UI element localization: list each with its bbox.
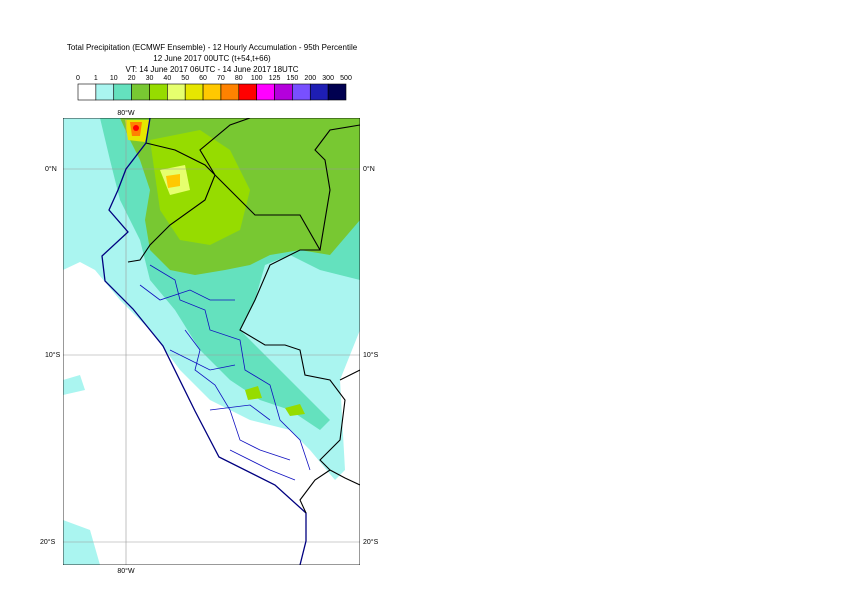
lat-label: 20°S — [363, 538, 379, 546]
legend-label: 0 — [76, 75, 80, 82]
legend-swatch — [149, 83, 168, 101]
lat-label: 20°S — [40, 538, 56, 546]
legend-swatch — [220, 83, 240, 101]
lat-label: 10°S — [45, 351, 61, 359]
legend-swatch — [113, 83, 132, 101]
legend-swatch — [202, 83, 222, 101]
legend-label: 500 — [340, 75, 352, 82]
legend-label: 100 — [251, 75, 263, 82]
legend-label: 20 — [128, 75, 136, 82]
legend: 0 1 10 20 30 40 50 60 70 80 100 125 150 200 300 500 — [76, 75, 352, 101]
legend-swatch — [184, 83, 204, 101]
subtitle: 12 June 2017 00UTC (t+54,t+66) — [153, 54, 271, 63]
legend-swatch — [292, 83, 311, 101]
legend-label: 150 — [287, 75, 299, 82]
lon-label: 80°W — [117, 109, 135, 117]
title: Total Precipitation (ECMWF Ensemble) - 1… — [67, 43, 358, 52]
legend-swatch — [256, 83, 275, 101]
legend-label: 40 — [163, 75, 171, 82]
legend-label: 80 — [235, 75, 243, 82]
legend-label: 60 — [199, 75, 207, 82]
legend-label: 10 — [110, 75, 118, 82]
legend-swatch — [238, 83, 257, 101]
legend-label: 1 — [94, 75, 98, 82]
lat-label: 10°S — [363, 351, 379, 359]
legend-swatch — [95, 83, 115, 101]
legend-swatch — [274, 83, 293, 101]
valid-time: VT: 14 June 2017 06UTC - 14 June 2017 18… — [126, 65, 299, 74]
legend-label: 125 — [269, 75, 281, 82]
legend-swatch — [131, 83, 150, 101]
lat-label: 0°N — [45, 165, 57, 173]
lat-label: 0°N — [363, 165, 375, 173]
legend-label: 200 — [304, 75, 316, 82]
legend-label: 30 — [146, 75, 154, 82]
legend-swatch — [327, 83, 347, 101]
legend-label: 70 — [217, 75, 225, 82]
lon-label: 80°W — [117, 567, 135, 575]
legend-swatch — [309, 83, 329, 101]
legend-swatch — [77, 83, 97, 101]
legend-label: 50 — [181, 75, 189, 82]
map — [63, 118, 360, 565]
legend-label: 300 — [322, 75, 334, 82]
legend-swatch — [167, 83, 186, 101]
